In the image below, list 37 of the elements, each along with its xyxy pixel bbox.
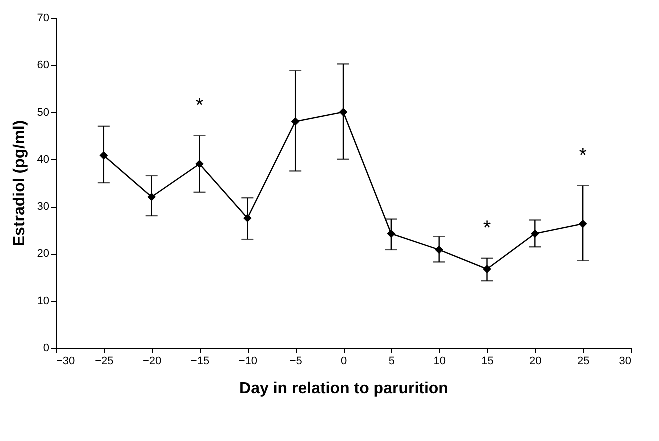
x-tick-label: 30 — [619, 356, 632, 368]
point — [243, 214, 252, 223]
point — [387, 230, 396, 238]
x-tick-label: −30 — [56, 356, 76, 368]
point — [291, 118, 300, 126]
y-tick-label: 20 — [37, 248, 50, 260]
y-tick-label: 50 — [37, 106, 50, 119]
point — [148, 192, 156, 202]
y-tick-label: 70 — [37, 12, 50, 24]
point — [530, 230, 540, 238]
x-tick-label: 20 — [530, 356, 542, 368]
x-tick-label: −25 — [95, 356, 114, 368]
annotation: * — [196, 94, 204, 117]
y-tick-label: 10 — [37, 295, 50, 308]
y-tick-label: 30 — [37, 201, 50, 214]
x-axis-title: Day in relation to parurition — [240, 380, 448, 398]
point — [196, 160, 204, 168]
y-tick-label: 0 — [43, 342, 50, 354]
point — [100, 151, 108, 160]
x-tick-label: 5 — [388, 356, 395, 368]
point — [435, 246, 444, 254]
y-tick-label: 60 — [37, 60, 50, 72]
point — [578, 220, 588, 228]
y-tick-label: 40 — [37, 154, 50, 166]
x-tick-label: 0 — [340, 356, 348, 368]
x-tick-label: 15 — [482, 356, 494, 368]
x-tick-label: −20 — [142, 356, 162, 368]
annotation: * — [483, 217, 492, 240]
x-tick-label: 25 — [577, 356, 590, 368]
y-axis-title: Estradiol (pg/ml) — [11, 120, 28, 247]
x-tick-label: −5 — [290, 356, 302, 368]
point — [339, 108, 348, 116]
x-tick-label: 10 — [434, 356, 446, 368]
point — [483, 265, 492, 274]
annotation: * — [579, 144, 588, 167]
x-tick-label: −15 — [190, 356, 210, 368]
x-tick-label: −10 — [238, 356, 258, 368]
